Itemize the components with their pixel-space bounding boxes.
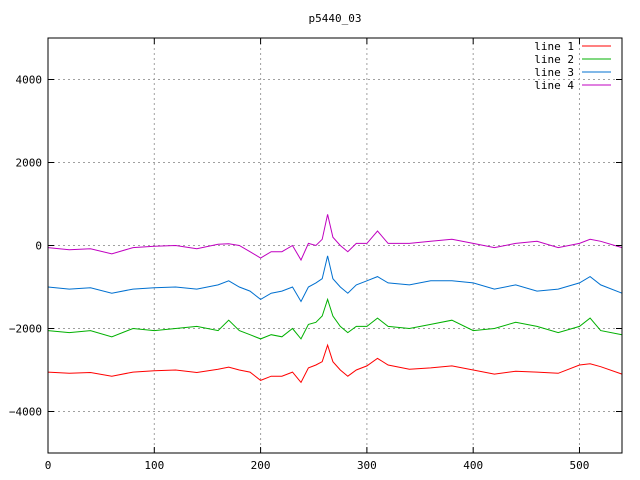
- tick-layer: 0 100 200 300 400 500 −4000 −2000 0 2000 4000: [9, 38, 622, 472]
- y-tick-label: −2000: [9, 323, 42, 336]
- y-tick-label: 2000: [16, 157, 43, 170]
- series-line-3: [47, 255, 623, 303]
- legend-label: line 2: [534, 53, 574, 66]
- y-tick-label: 4000: [16, 74, 43, 87]
- chart-title: p5440_03: [309, 12, 362, 25]
- x-tick-label: 100: [144, 459, 164, 472]
- x-tick-label: 0: [45, 459, 52, 472]
- x-tick-label: 500: [570, 459, 590, 472]
- y-tick-label: −4000: [9, 406, 42, 419]
- x-tick-label: 200: [251, 459, 271, 472]
- series-line-2: [47, 297, 623, 340]
- legend-label: line 1: [534, 40, 574, 53]
- grid-layer: [48, 38, 622, 453]
- series-line-4: [47, 214, 623, 262]
- series-layer: [47, 214, 623, 384]
- legend-label: line 4: [534, 79, 574, 92]
- y-tick-label: 0: [35, 240, 42, 253]
- x-tick-label: 400: [463, 459, 483, 472]
- series-line-1: [47, 343, 623, 384]
- x-tick-label: 300: [357, 459, 377, 472]
- legend-label: line 3: [534, 66, 574, 79]
